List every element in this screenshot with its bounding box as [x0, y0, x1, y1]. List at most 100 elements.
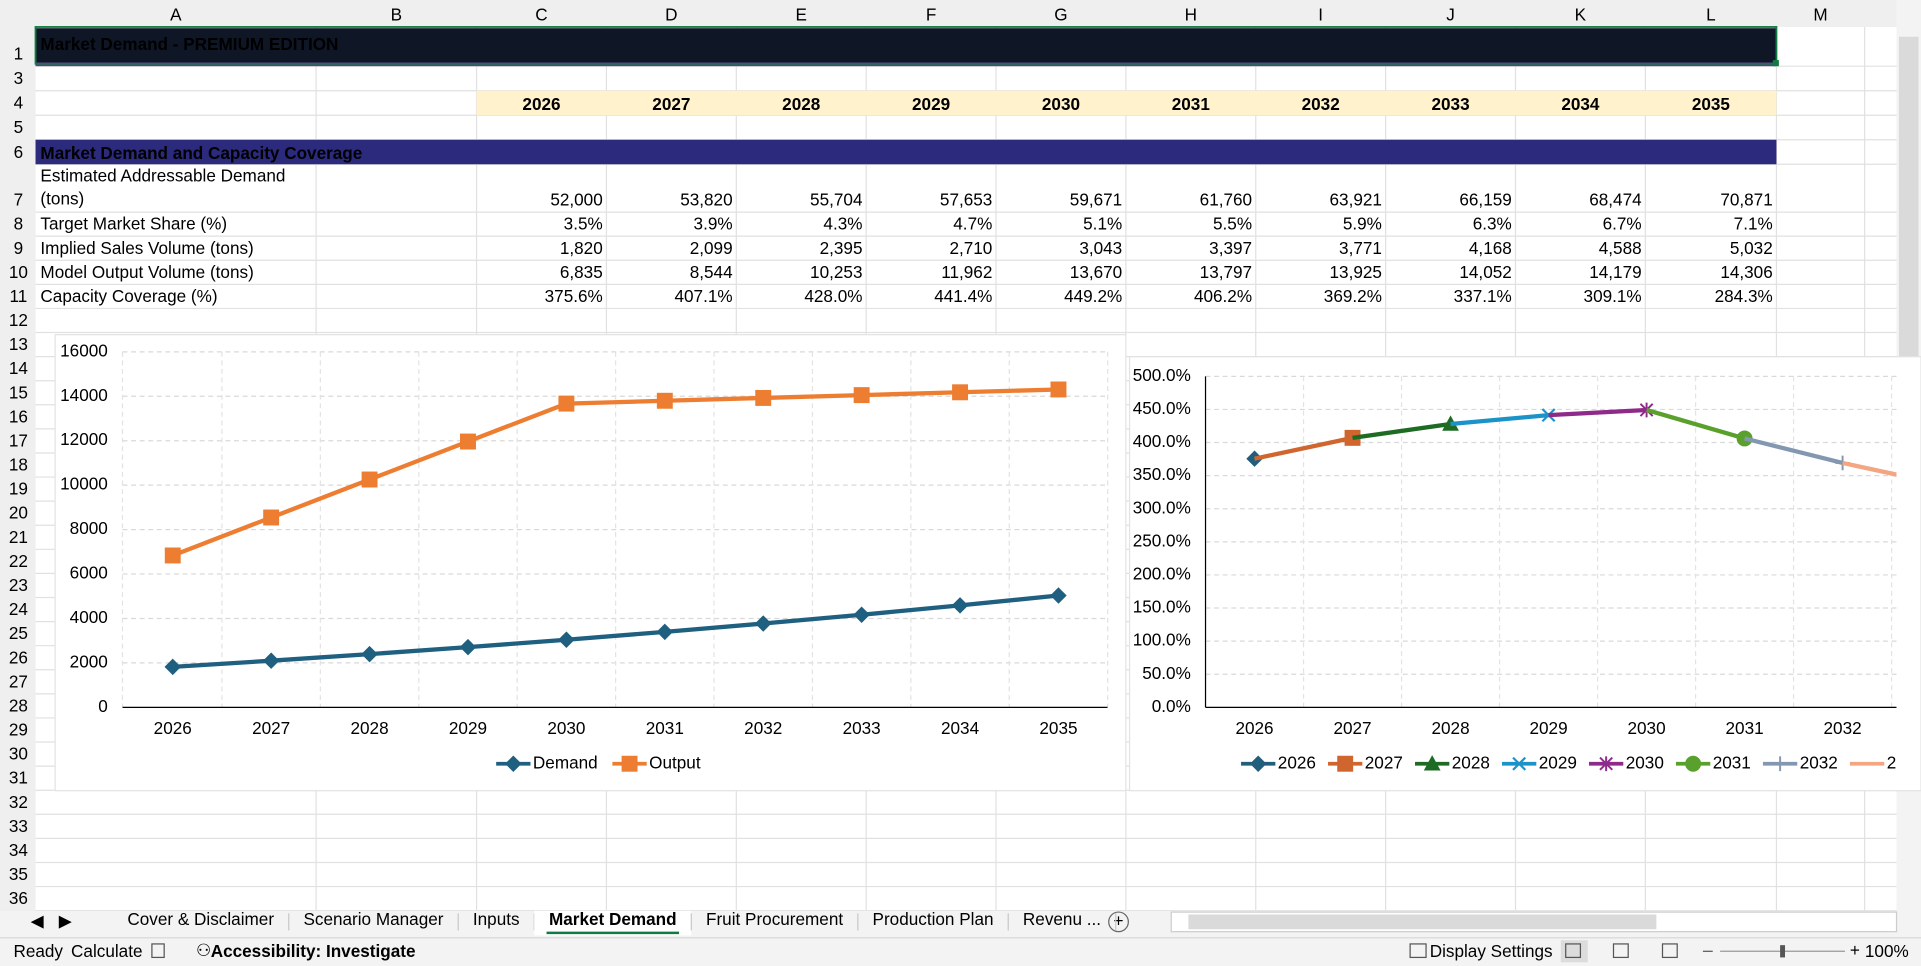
normal-view-icon[interactable] — [1565, 943, 1582, 959]
row-header: 19 — [9, 479, 28, 499]
legend-marker — [1249, 755, 1267, 772]
legend-marker — [1599, 756, 1613, 772]
status-display-settings[interactable]: Display Settings — [1430, 941, 1553, 961]
y-tick-label: 400.0% — [1133, 431, 1191, 451]
year-header: 2026 — [522, 94, 560, 114]
selected-cell[interactable] — [34, 26, 1778, 65]
cell-value: 2,710 — [949, 238, 992, 258]
row-header: 5 — [14, 117, 24, 137]
cell-value: 14,052 — [1459, 262, 1511, 282]
column-header: I — [1318, 4, 1323, 24]
row-header: 24 — [9, 599, 29, 619]
page-break-icon[interactable] — [1661, 943, 1678, 959]
cell-value: 7.1% — [1734, 214, 1773, 234]
sheet-tab[interactable] — [534, 910, 692, 936]
cell-value: 406.2% — [1194, 286, 1252, 306]
column-header: L — [1706, 4, 1716, 24]
cell-value: 369.2% — [1324, 286, 1382, 306]
tab-nav-prev[interactable]: ◀ — [31, 910, 45, 930]
legend-marker — [1685, 755, 1702, 772]
chart: 0.0% 50.0% 100.0% 150.0% 200.0% 250.0% 300.0% 3… — [1128, 356, 1921, 792]
chart-area — [54, 334, 1127, 792]
add-sheet[interactable] — [1108, 911, 1129, 933]
y-tick-label: 16000 — [60, 340, 108, 360]
legend-label: Output — [649, 752, 701, 772]
y-tick-label: 100.0% — [1133, 630, 1191, 650]
series-line — [1254, 435, 1353, 461]
row-header: 10 — [9, 262, 28, 282]
cell-value: 52,000 — [550, 190, 602, 210]
add-sheet-plus[interactable]: + — [1114, 910, 1124, 930]
year-header: 2033 — [1431, 94, 1469, 114]
row-header: 27 — [9, 671, 28, 691]
sheet-tab-label[interactable]: Production Plan — [873, 909, 994, 929]
row-header: 4 — [14, 93, 24, 113]
section-bar — [35, 139, 1777, 165]
y-tick-label: 4000 — [70, 607, 108, 627]
year-header: 2029 — [912, 94, 950, 114]
row-header: 35 — [9, 864, 28, 884]
sheet-tab-label[interactable]: Scenario Manager — [303, 909, 443, 929]
sheet-tab-label[interactable]: Fruit Procurement — [706, 909, 843, 929]
legend-label: 2026 — [1278, 752, 1316, 772]
x-tick-label: 2027 — [252, 718, 290, 738]
y-tick-label: 6000 — [70, 563, 108, 583]
row-header: 31 — [9, 768, 28, 788]
cell-value: 14,306 — [1720, 262, 1772, 282]
cell-value: 53,820 — [680, 190, 732, 210]
row-header: 21 — [9, 527, 28, 547]
h-scroll-thumb[interactable] — [1188, 914, 1657, 930]
marker — [853, 606, 870, 623]
legend-marker — [1512, 756, 1527, 771]
sheet-tab-label[interactable]: Cover & Disclaimer — [127, 909, 274, 929]
page-layout-icon[interactable] — [1612, 943, 1629, 959]
marker — [361, 645, 378, 663]
row-header: 11 — [9, 286, 27, 306]
y-tick-label: 0.0% — [1152, 696, 1191, 716]
marker — [164, 658, 181, 676]
y-tick-label: 14000 — [60, 385, 108, 405]
status-calculate[interactable]: Calculate — [71, 941, 142, 961]
cell-value: 4,588 — [1599, 238, 1642, 258]
accessibility-icon[interactable]: ⚇ — [196, 940, 211, 960]
status-accessibility[interactable]: Accessibility: Investigate — [211, 941, 416, 961]
row-header: 15 — [9, 382, 28, 402]
marker — [1050, 381, 1067, 398]
cell-value: 70,871 — [1720, 190, 1772, 210]
cell-value: 6.7% — [1603, 214, 1642, 234]
cell-value: 55,704 — [810, 190, 863, 210]
marker — [656, 392, 673, 409]
row-header: 28 — [9, 695, 28, 715]
x-tick-label: 2029 — [1529, 718, 1567, 738]
status-mode: Ready — [13, 941, 63, 961]
y-tick-label: 150.0% — [1133, 597, 1191, 617]
row-header: 30 — [9, 744, 28, 764]
column-header: A — [170, 4, 182, 24]
macro-icon[interactable] — [151, 943, 165, 959]
row-header: 1 — [14, 44, 24, 64]
x-tick-label: 2026 — [1235, 718, 1273, 738]
row-header: 20 — [9, 503, 28, 523]
status-zoom[interactable]: 100% — [1865, 941, 1909, 961]
year-header: 2028 — [782, 94, 820, 114]
cell-value: 441.4% — [934, 286, 992, 306]
sheet-tab-label[interactable]: Market Demand — [549, 909, 677, 929]
cell-value: 407.1% — [675, 286, 733, 306]
cell-value: 66,159 — [1459, 190, 1511, 210]
tab-nav-next[interactable]: ▶ — [59, 910, 73, 930]
legend-label: 2032 — [1800, 752, 1838, 772]
cell-value: 449.2% — [1064, 286, 1122, 306]
y-tick-label: 450.0% — [1133, 398, 1191, 418]
x-tick-label: 2032 — [1824, 718, 1862, 738]
display-icon[interactable] — [1409, 943, 1427, 959]
legend-marker — [1423, 755, 1441, 771]
zoom-thumb[interactable] — [1780, 945, 1786, 958]
cell-value: 3.5% — [564, 214, 603, 234]
row-header: 18 — [9, 455, 28, 475]
column-header: B — [391, 4, 402, 24]
sheet-tab-label[interactable]: Revenu ... — [1023, 909, 1101, 929]
zoom-in[interactable]: + — [1850, 940, 1860, 960]
row-header-bar — [0, 0, 36, 911]
sheet-tab-label[interactable]: Inputs — [473, 909, 520, 929]
column-header-bar — [0, 0, 1921, 27]
